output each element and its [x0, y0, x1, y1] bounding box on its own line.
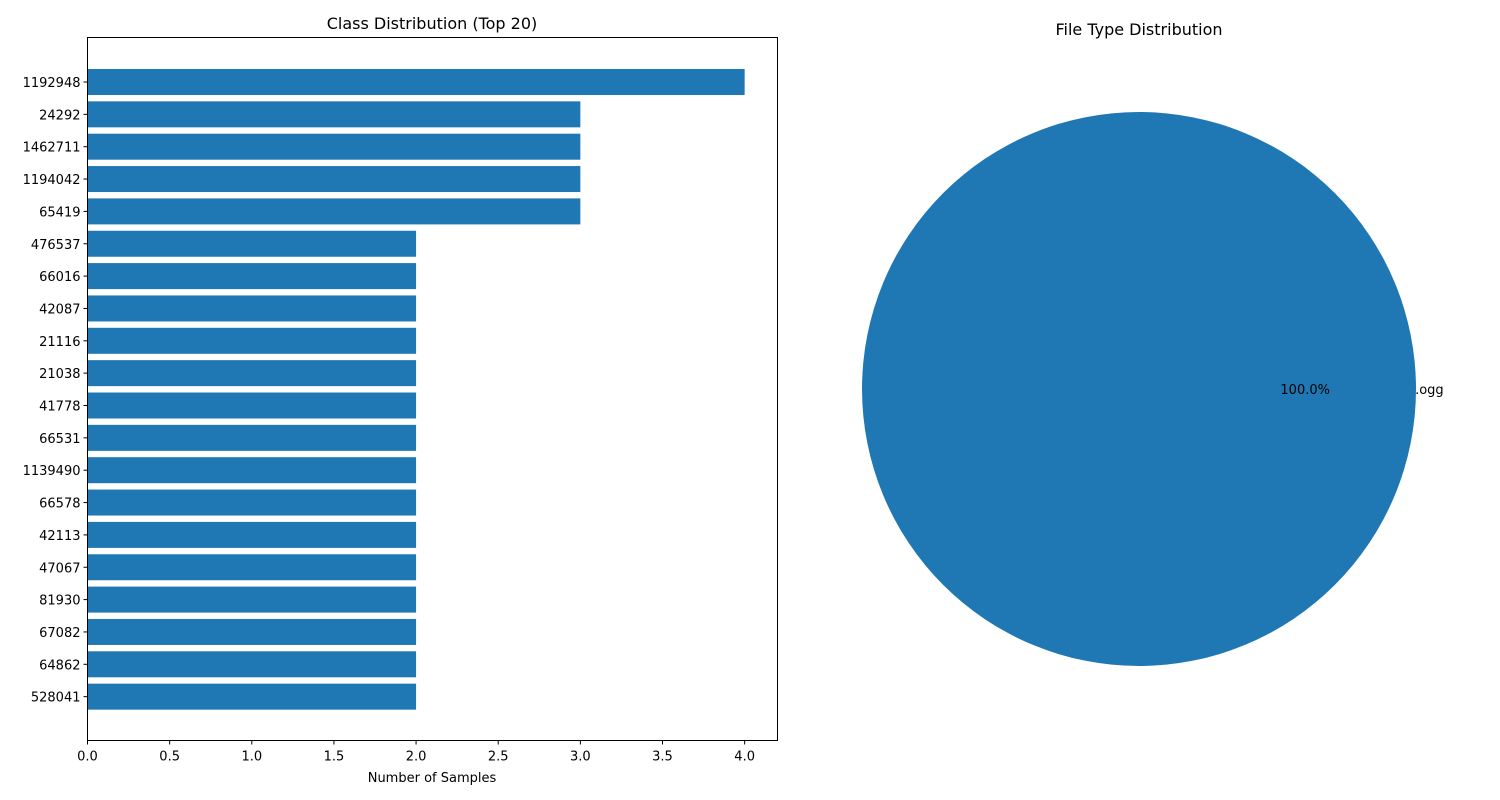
y-tick-label: 66016	[39, 270, 80, 285]
pie-chart-title: File Type Distribution	[1055, 20, 1222, 39]
pie-chart: File Type Distribution .ogg 100.0%	[862, 20, 1444, 666]
pie-slice-ogg	[862, 112, 1416, 666]
x-tick-label: 1.5	[324, 750, 345, 765]
x-axis-label: Number of Samples	[368, 771, 497, 786]
y-tick-label: 66578	[39, 497, 80, 512]
bar-1139490	[87, 457, 417, 484]
y-tick-label: 41778	[39, 400, 80, 415]
y-tick-label: 81930	[39, 594, 80, 609]
bar-67082	[87, 618, 417, 645]
x-tick-label: 0.5	[159, 750, 180, 765]
x-tick-label: 3.5	[652, 750, 673, 765]
x-tick-label: 1.0	[241, 750, 262, 765]
y-tick-label: 42087	[39, 302, 80, 317]
x-tick-label: 2.0	[406, 750, 427, 765]
y-tick-label: 1194042	[23, 173, 81, 188]
x-axis-ticks: 0.0 0.5 1.0 1.5 2.0 2.5 3.0 3.5 4.0	[77, 740, 755, 765]
y-tick-label: 1139490	[23, 464, 81, 479]
bar-42113	[87, 521, 417, 548]
bar-chart: Class Distribution (Top 20) 1192948 24292…	[23, 14, 778, 786]
y-tick-label: 47067	[39, 561, 80, 576]
bar-1462711	[87, 133, 581, 160]
bar-64862	[87, 651, 417, 678]
bar-81930	[87, 586, 417, 613]
bar-47067	[87, 554, 417, 581]
pie-label: .ogg	[1415, 383, 1444, 398]
y-tick-label: 66531	[39, 432, 80, 447]
bar-axes-frame	[87, 37, 778, 741]
bar-41778	[87, 392, 417, 419]
y-tick-label: 1192948	[23, 76, 81, 91]
y-axis-ticks: 1192948 24292 1462711 1194042 65419 476537 660…	[23, 76, 88, 706]
y-tick-label: 67082	[39, 626, 80, 641]
bar-21038	[87, 360, 417, 387]
pie-slices	[862, 112, 1416, 666]
y-tick-label: 64862	[39, 658, 80, 673]
x-tick-label: 2.5	[488, 750, 509, 765]
y-tick-label: 528041	[31, 691, 81, 706]
bar-66578	[87, 489, 417, 516]
bar-66016	[87, 263, 417, 290]
bar-42087	[87, 295, 417, 322]
y-tick-label: 24292	[39, 108, 80, 123]
y-tick-label: 21116	[39, 335, 80, 350]
bar-476537	[87, 230, 417, 257]
y-tick-label: 476537	[31, 238, 81, 253]
bar-series	[87, 69, 745, 710]
bar-1192948	[87, 69, 745, 95]
bar-66531	[87, 424, 417, 451]
y-tick-label: 1462711	[23, 141, 81, 156]
bar-chart-title: Class Distribution (Top 20)	[327, 14, 538, 33]
x-tick-label: 3.0	[570, 750, 591, 765]
y-tick-label: 42113	[39, 529, 80, 544]
bar-1194042	[87, 166, 581, 193]
bar-528041	[87, 683, 417, 710]
x-tick-label: 0.0	[77, 750, 98, 765]
bar-24292	[87, 101, 581, 128]
y-tick-label: 65419	[39, 205, 80, 220]
pie-percent-label: 100.0%	[1280, 383, 1330, 398]
bar-65419	[87, 198, 581, 225]
x-tick-label: 4.0	[734, 750, 755, 765]
y-tick-label: 21038	[39, 367, 80, 382]
bar-21116	[87, 327, 417, 354]
pie-labels: .ogg 100.0%	[1280, 383, 1443, 398]
